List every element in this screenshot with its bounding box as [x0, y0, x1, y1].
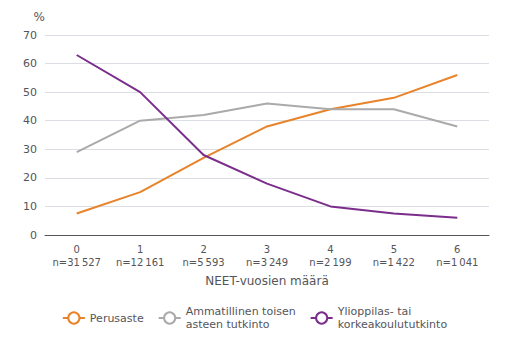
- svg-text:n=1 041: n=1 041: [436, 257, 478, 268]
- svg-text:10: 10: [23, 200, 37, 213]
- svg-text:n=5 593: n=5 593: [182, 257, 224, 268]
- svg-text:20: 20: [23, 171, 37, 184]
- svg-text:1: 1: [137, 244, 143, 255]
- svg-text:Ylioppilas- tai: Ylioppilas- tai: [337, 305, 412, 318]
- svg-text:70: 70: [23, 29, 37, 42]
- svg-text:Perusaste: Perusaste: [90, 312, 144, 325]
- svg-text:4: 4: [327, 244, 333, 255]
- svg-text:30: 30: [23, 143, 37, 156]
- svg-text:n=3 249: n=3 249: [246, 257, 288, 268]
- svg-text:asteen tutkinto: asteen tutkinto: [186, 318, 270, 331]
- svg-text:2: 2: [200, 244, 206, 255]
- svg-text:6: 6: [454, 244, 460, 255]
- svg-text:0: 0: [74, 244, 80, 255]
- svg-text:5: 5: [391, 244, 397, 255]
- svg-text:3: 3: [264, 244, 270, 255]
- svg-text:n=1 422: n=1 422: [373, 257, 415, 268]
- svg-text:50: 50: [23, 86, 37, 99]
- svg-text:NEET-vuosien määrä: NEET-vuosien määrä: [205, 274, 329, 288]
- svg-text:0: 0: [30, 229, 37, 242]
- svg-text:Ammatillinen toisen: Ammatillinen toisen: [186, 305, 296, 318]
- svg-text:n=31 527: n=31 527: [52, 257, 101, 268]
- svg-text:60: 60: [23, 57, 37, 70]
- svg-text:%: %: [34, 10, 45, 24]
- svg-text:korkeakoulututkinto: korkeakoulututkinto: [338, 318, 448, 331]
- svg-text:n=12 161: n=12 161: [116, 257, 165, 268]
- svg-text:40: 40: [23, 114, 37, 127]
- svg-text:n=2 199: n=2 199: [309, 257, 351, 268]
